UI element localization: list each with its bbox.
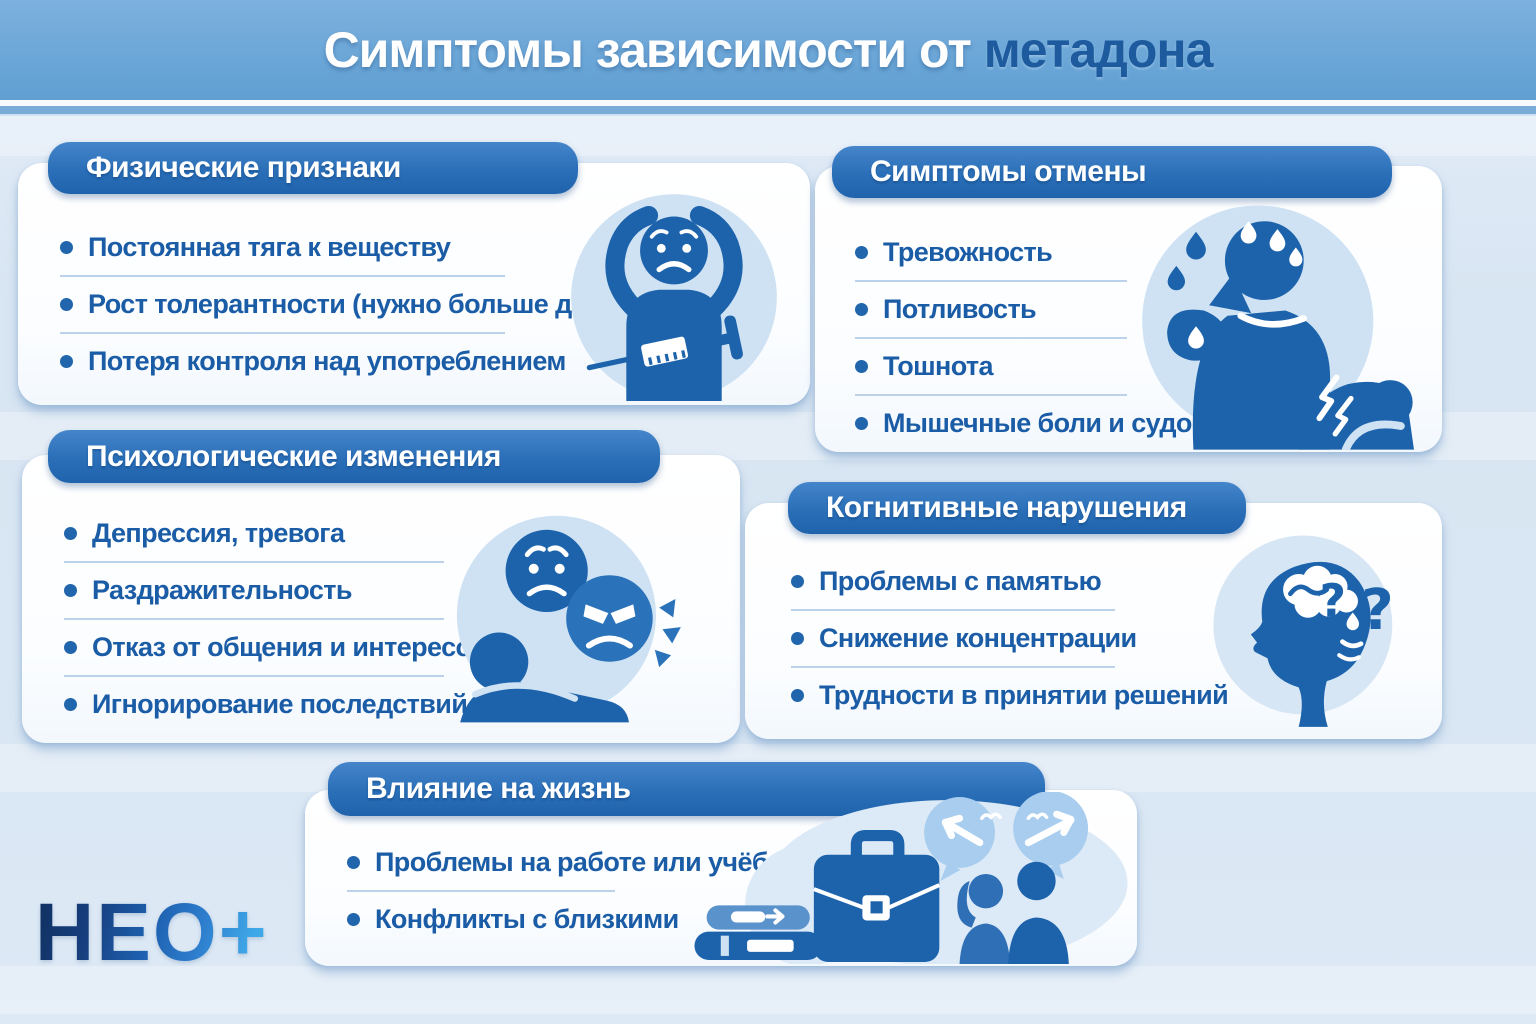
list-item: Потливость (855, 281, 1355, 339)
bullet-dot-icon (791, 632, 804, 645)
page-header: Симптомы зависимости от метадона (0, 0, 1536, 100)
sad-angry-faces-illustration (456, 515, 681, 723)
card-physical-signs-header: Физические признаки (48, 142, 578, 194)
list-item: Раздражительность (64, 562, 504, 620)
bullet-dot-icon (855, 303, 868, 316)
work-conflict-illustration (694, 792, 1128, 964)
card-withdrawal-symptoms: Симптомы отмены Тревожность Потливость Т… (815, 146, 1442, 452)
svg-text:?: ? (1361, 578, 1394, 643)
list-item: Тошнота (855, 338, 1355, 396)
bullet-dot-icon (60, 298, 73, 311)
card-psychological-changes-header: Психологические изменения (48, 430, 660, 483)
card-title: Физические признаки (86, 151, 401, 184)
bullet-dot-icon (64, 527, 77, 540)
card-cognitive-impairment-header: Когнитивные нарушения (788, 482, 1246, 534)
page-title-main: Симптомы зависимости от (323, 22, 984, 78)
bullet-dot-icon (791, 575, 804, 588)
card-cognitive-impairment-list: Проблемы с памятью Снижение концентрации… (791, 553, 1241, 724)
card-psychological-changes: Психологические изменения Депрессия, тре… (22, 430, 740, 743)
page-title-accent: метадона (983, 22, 1214, 78)
bullet-dot-icon (347, 856, 360, 869)
card-withdrawal-symptoms-header: Симптомы отмены (832, 146, 1392, 198)
card-title: Психологические изменения (86, 439, 501, 473)
bullet-dot-icon (60, 241, 73, 254)
header-separator-band (0, 106, 1536, 116)
head-brain-question-illustration: ? ? (1213, 535, 1394, 727)
bullet-dot-icon (855, 417, 868, 430)
list-item: Трудности в принятии решений (791, 667, 1241, 724)
bullet-dot-icon (64, 698, 77, 711)
list-item: Потеря контроля над употреблением (60, 333, 580, 390)
card-cognitive-impairment: Когнитивные нарушения Проблемы с памятью… (745, 482, 1442, 739)
card-life-impact-list: Проблемы на работе или учёбе Конфликты с… (347, 834, 783, 948)
bullet-dot-icon (347, 913, 360, 926)
list-item: Снижение концентрации (791, 610, 1241, 668)
card-title: Влияние на жизнь (366, 772, 631, 805)
list-item: Конфликты с близкими (347, 891, 777, 948)
list-item: Депрессия, тревога (64, 505, 504, 563)
list-item: Постоянная тяга к веществу (60, 219, 580, 277)
header-separator-line (0, 100, 1536, 106)
background-band (0, 966, 1536, 1014)
list-item: Проблемы с памятью (791, 553, 1241, 611)
bullet-dot-icon (60, 355, 73, 368)
bullet-dot-icon (855, 360, 868, 373)
svg-text:?: ? (1319, 575, 1346, 628)
card-physical-signs-list: Постоянная тяга к веществу Рост толерант… (60, 219, 631, 390)
card-withdrawal-symptoms-list: Тревожность Потливость Тошнота Мышечные … (855, 224, 1355, 452)
card-title: Когнитивные нарушения (826, 491, 1187, 524)
card-life-impact: Влияние на жизнь Проблемы на работе или … (305, 762, 1137, 966)
list-item: Проблемы на работе или учёбе (347, 834, 783, 892)
bullet-dot-icon (791, 689, 804, 702)
card-psychological-changes-list: Депрессия, тревога Раздражительность Отк… (64, 505, 504, 733)
page-title: Симптомы зависимости от метадона (323, 21, 1214, 79)
bullet-dot-icon (64, 584, 77, 597)
list-item: Игнорирование последствий (64, 676, 504, 733)
bullet-dot-icon (64, 641, 77, 654)
list-item: Отказ от общения и интересов (64, 619, 504, 677)
list-item: Рост толерантности (нужно больше дозы) (60, 276, 631, 334)
neo-plus-logo: НЕО+ (35, 887, 269, 978)
list-item: Тревожность (855, 224, 1355, 282)
card-title: Симптомы отмены (870, 155, 1147, 188)
stressed-person-syringe-illustration (571, 194, 777, 401)
sweating-person-illustration (1142, 205, 1414, 450)
card-physical-signs: Физические признаки Постоянная тяга к ве… (18, 142, 810, 405)
bullet-dot-icon (855, 246, 868, 259)
